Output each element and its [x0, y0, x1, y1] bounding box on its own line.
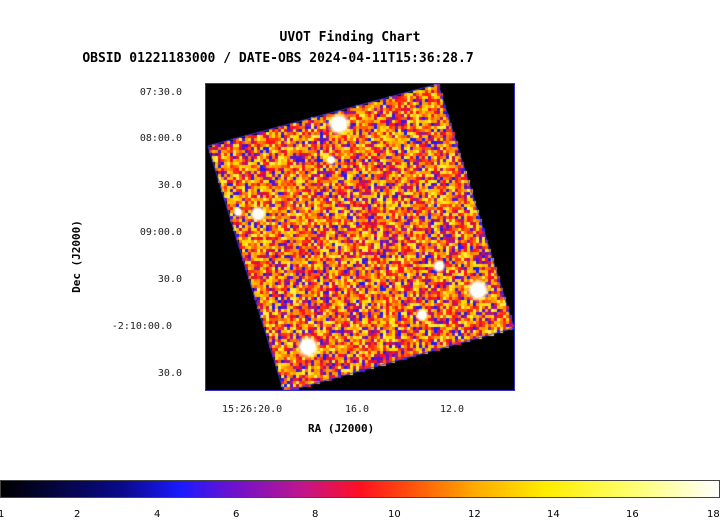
dec-tick-label: 09:00.0 [139, 227, 182, 238]
x-axis-title: RA (J2000) [308, 422, 375, 435]
colorbar-tick: 12 [468, 509, 481, 520]
colorbar-tick: 16 [626, 509, 639, 520]
colorbar-tick: 2 [74, 509, 81, 520]
colorbar-tick: 1 [0, 509, 5, 520]
ra-tick-label: 16.0 [345, 404, 370, 415]
sky-image-panel[interactable] [205, 83, 515, 391]
colorbar-tick: 4 [154, 509, 161, 520]
dec-tick-label: -2:10:00.0 [111, 321, 172, 332]
ra-tick-label: 12.0 [440, 404, 465, 415]
chart-title: UVOT Finding Chart [279, 30, 421, 45]
y-axis-title: Dec (J2000) [69, 220, 83, 293]
chart-subtitle: OBSID 01221183000 / DATE-OBS 2024-04-11T… [82, 51, 474, 66]
colorbar-tick: 18 [707, 509, 720, 520]
dec-tick-label: 30.0 [157, 368, 182, 379]
ra-tick-label: 15:26:20.0 [222, 404, 283, 415]
sky-image [206, 84, 514, 390]
colorbar-tick: 6 [233, 509, 240, 520]
dec-tick-label: 30.0 [157, 274, 182, 285]
colorbar-tick: 8 [312, 509, 319, 520]
dec-tick-label: 30.0 [157, 180, 182, 191]
dec-tick-label: 07:30.0 [139, 87, 182, 98]
dec-tick-label: 08:00.0 [139, 133, 182, 144]
colorbar-tick: 10 [388, 509, 401, 520]
colorbar [0, 480, 720, 498]
colorbar-tick: 14 [547, 509, 560, 520]
